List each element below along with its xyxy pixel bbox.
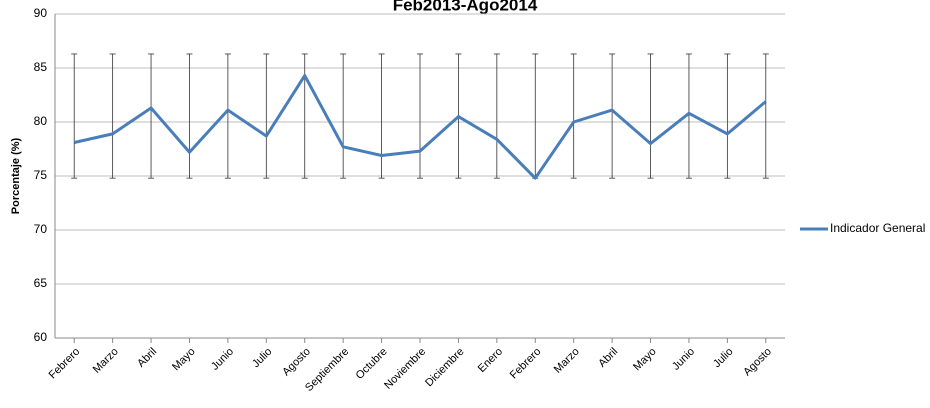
x-tick-label: Abril: [596, 346, 620, 370]
y-tick-label: 90: [34, 6, 48, 20]
x-tick-label: Octubre: [354, 346, 390, 382]
x-tick-label: Mayo: [170, 346, 198, 374]
legend-label: Indicador General: [830, 221, 925, 235]
series-line: [73, 74, 767, 180]
x-tick-label: Abril: [135, 346, 159, 370]
x-tick-label: Julio: [711, 346, 735, 370]
x-tick-label: Marzo: [91, 346, 121, 376]
y-tick-label: 65: [34, 276, 48, 290]
x-tick-label: Junio: [670, 346, 697, 373]
x-tick-label: Agosto: [741, 346, 774, 379]
x-tick-label: Noviembre: [382, 346, 428, 392]
x-tick-label: Julio: [250, 346, 274, 370]
y-tick-label: 60: [34, 330, 48, 344]
y-axis-title: Porcentaje (%): [10, 137, 22, 214]
y-tick-label: 70: [34, 222, 48, 236]
x-tick-label: Enero: [476, 346, 505, 375]
x-tick-label: Agosto: [280, 346, 313, 379]
x-tick-label: Junio: [209, 346, 236, 373]
y-tick-label: 80: [34, 114, 48, 128]
x-tick-label: Febrero: [47, 346, 83, 382]
x-tick-label: Mayo: [631, 346, 659, 374]
y-tick-label: 85: [34, 60, 48, 74]
y-tick-label: 75: [34, 168, 48, 182]
x-tick-label: Diciembre: [423, 346, 466, 389]
chart-title: Feb2013-Ago2014: [393, 0, 538, 14]
x-tick-label: Marzo: [552, 346, 582, 376]
x-tick-label: Febrero: [508, 346, 544, 382]
